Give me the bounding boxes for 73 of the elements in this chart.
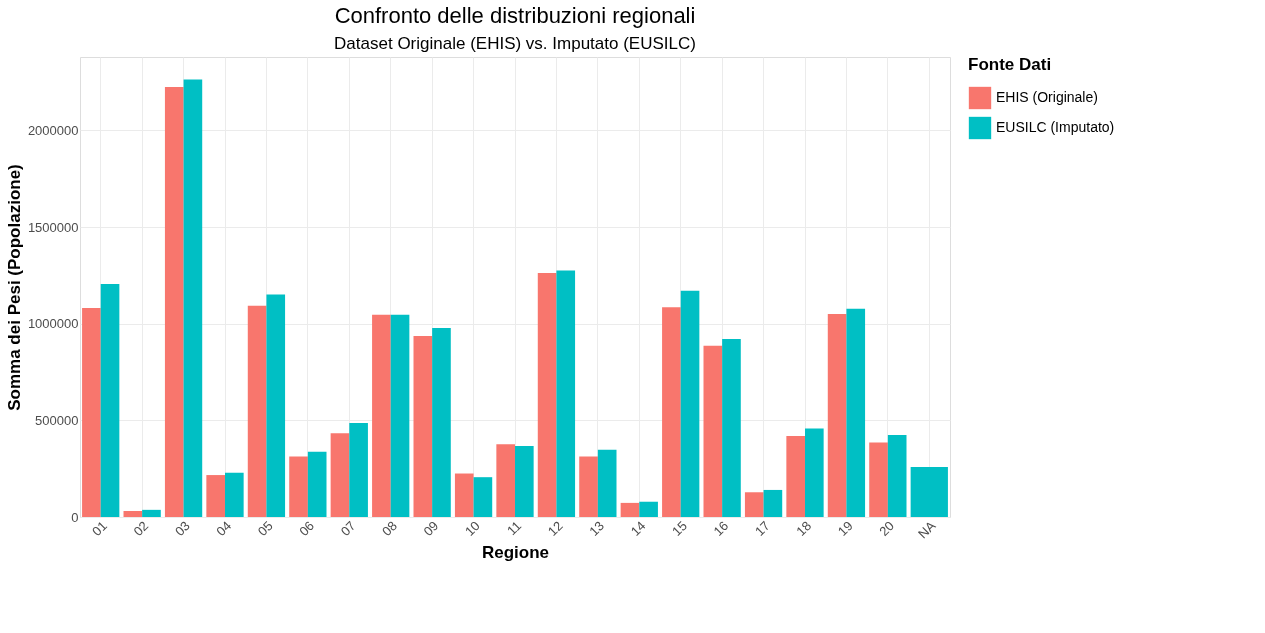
bar — [827, 314, 847, 517]
x-tick-label: 07 — [337, 518, 359, 539]
bar — [887, 435, 907, 517]
bar — [142, 509, 161, 517]
bar — [247, 305, 267, 517]
x-tick-label: 13 — [586, 518, 608, 539]
x-tick-label: 09 — [420, 518, 442, 539]
bar — [413, 336, 433, 517]
bar — [662, 307, 681, 517]
x-tick-label: 04 — [213, 518, 235, 539]
x-tick-label: 02 — [130, 518, 152, 539]
x-tick-label: 17 — [751, 518, 773, 539]
bar — [620, 502, 640, 517]
y-tick-label: 2000000 — [27, 122, 79, 138]
bar — [454, 473, 474, 517]
bar — [289, 456, 308, 517]
x-tick-label: 03 — [171, 518, 193, 539]
bar — [846, 308, 866, 517]
x-tick-label: 05 — [254, 518, 276, 539]
bar — [225, 472, 244, 517]
x-tick-label: 19 — [834, 518, 856, 539]
x-tick-label: 16 — [710, 518, 732, 539]
bar — [164, 86, 184, 517]
x-axis-title: Regione — [481, 543, 550, 563]
legend-title: Fonte Dati — [968, 55, 1052, 74]
bar — [496, 444, 515, 517]
x-tick-label: 10 — [461, 518, 483, 539]
bar — [372, 314, 391, 517]
bar — [805, 428, 824, 517]
x-tick-label: 08 — [379, 518, 400, 539]
bar — [123, 511, 143, 517]
x-tick-label: 11 — [504, 518, 525, 539]
bar — [639, 501, 658, 517]
x-tick-label: 01 — [89, 518, 110, 539]
y-tick-label: 0 — [71, 509, 79, 525]
bar — [537, 272, 557, 517]
bar — [515, 446, 534, 517]
bar — [680, 290, 700, 517]
legend-label: EHIS (Originale) — [996, 89, 1098, 105]
y-tick-label: 1500000 — [27, 219, 79, 235]
bar — [579, 456, 598, 517]
bar — [307, 451, 327, 517]
chart-subtitle: Dataset Originale (EHIS) vs. Imputato (EUSILC) — [334, 34, 696, 53]
bar — [556, 270, 576, 517]
bar — [786, 436, 805, 517]
legend-label: EUSILC (Imputato) — [996, 119, 1115, 135]
bar — [432, 327, 451, 517]
bar — [100, 284, 120, 517]
bar — [869, 442, 888, 517]
bar — [82, 308, 101, 517]
bar — [349, 423, 368, 517]
bar — [390, 314, 410, 517]
chart-title: Confronto delle distribuzioni regionali — [334, 3, 696, 28]
bar — [330, 433, 350, 517]
bar — [206, 475, 225, 517]
y-axis-title: Somma dei Pesi (Popolazione) — [4, 164, 24, 411]
y-tick-label: 500000 — [35, 412, 79, 428]
x-tick-label: 15 — [669, 518, 690, 539]
x-tick-label: 14 — [627, 518, 649, 539]
bar — [722, 338, 741, 517]
bar — [473, 477, 493, 517]
bar — [183, 79, 203, 517]
x-tick-label: 18 — [793, 518, 815, 539]
x-tick-label: 12 — [544, 518, 566, 539]
x-tick-label: 20 — [876, 518, 898, 539]
y-tick-label: 1000000 — [27, 316, 79, 332]
x-tick-label: 06 — [296, 518, 318, 539]
bar — [597, 449, 617, 517]
bar — [703, 345, 723, 517]
bar — [266, 294, 286, 517]
bar — [763, 489, 783, 517]
x-tick-label: NA — [915, 517, 939, 542]
bar — [744, 492, 764, 517]
